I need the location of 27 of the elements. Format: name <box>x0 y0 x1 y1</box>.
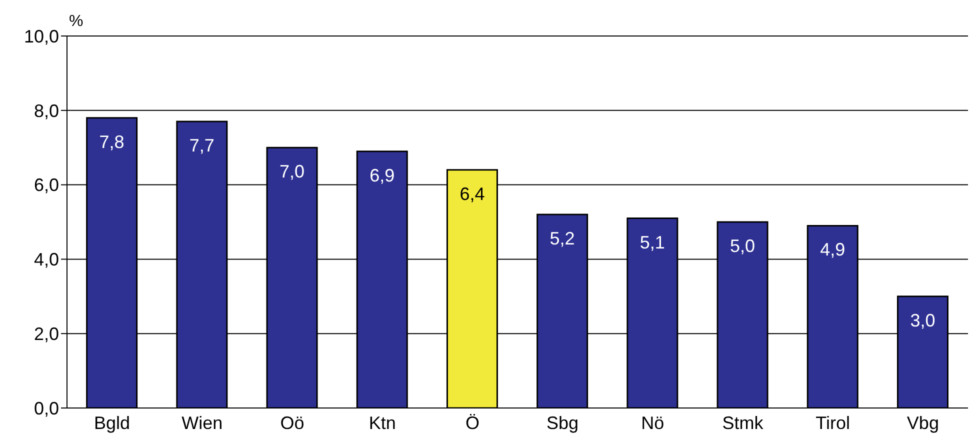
data-label: 7,0 <box>280 162 305 182</box>
y-tick-label: 2,0 <box>34 324 59 344</box>
y-axis-title: % <box>69 13 84 30</box>
data-label: 6,4 <box>460 184 485 204</box>
data-label: 5,0 <box>730 236 756 256</box>
y-tick-label: 0,0 <box>34 398 59 418</box>
data-label: 4,9 <box>820 240 846 260</box>
x-tick-label: Nö <box>641 412 664 433</box>
y-tick-label: 10,0 <box>24 26 59 46</box>
data-label: 3,0 <box>910 310 936 330</box>
data-label: 5,2 <box>550 228 575 249</box>
x-tick-label: Sbg <box>546 412 579 433</box>
x-tick-label: Bgld <box>94 412 130 433</box>
x-tick-label: Wien <box>182 412 223 433</box>
x-tick-label: Tirol <box>816 412 850 433</box>
x-tick-label: Ktn <box>368 412 396 433</box>
data-label: 7,8 <box>99 132 124 152</box>
x-tick-label: Oö <box>280 412 304 433</box>
y-tick-label: 4,0 <box>34 250 59 270</box>
data-label: 7,7 <box>189 136 214 156</box>
y-tick-label: 6,0 <box>34 175 59 196</box>
data-label: 5,1 <box>640 232 665 252</box>
data-label: 6,9 <box>370 165 395 186</box>
x-tick-label: Vbg <box>906 412 939 433</box>
y-tick-label: 8,0 <box>34 100 59 121</box>
x-tick-label: Stmk <box>722 412 764 433</box>
x-tick-label: Ö <box>465 412 480 433</box>
